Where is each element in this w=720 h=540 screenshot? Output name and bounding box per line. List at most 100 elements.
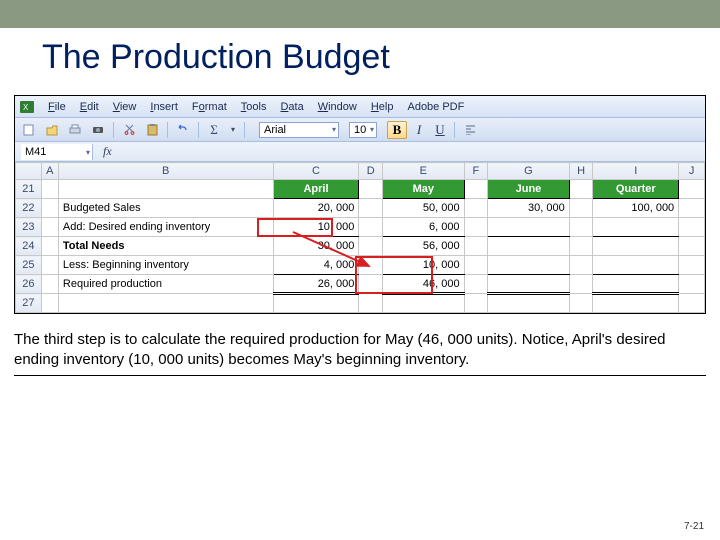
label-required-prod[interactable]: Required production <box>58 275 273 294</box>
col-J[interactable]: J <box>679 163 705 180</box>
rowh-21[interactable]: 21 <box>16 180 42 199</box>
val-june-beg[interactable] <box>488 256 570 275</box>
cell-A21[interactable] <box>41 180 58 199</box>
rowh-26[interactable]: 26 <box>16 275 42 294</box>
cell-H26[interactable] <box>569 275 593 294</box>
cell-E27[interactable] <box>383 294 465 313</box>
cell-H23[interactable] <box>569 218 593 237</box>
cell-F23[interactable] <box>464 218 488 237</box>
align-left-icon[interactable] <box>460 121 480 139</box>
val-april-beg[interactable]: 4, 000 <box>273 256 359 275</box>
cell-F26[interactable] <box>464 275 488 294</box>
rowh-24[interactable]: 24 <box>16 237 42 256</box>
cell-G27[interactable] <box>488 294 570 313</box>
cell-H24[interactable] <box>569 237 593 256</box>
cell-J24[interactable] <box>679 237 705 256</box>
val-april-ending[interactable]: 10, 000 <box>273 218 359 237</box>
cell-C27[interactable] <box>273 294 359 313</box>
cell-H22[interactable] <box>569 199 593 218</box>
cell-A26[interactable] <box>41 275 58 294</box>
label-budgeted-sales[interactable]: Budgeted Sales <box>58 199 273 218</box>
cell-F22[interactable] <box>464 199 488 218</box>
val-quarter-sales[interactable]: 100, 000 <box>593 199 679 218</box>
paste-icon[interactable] <box>142 121 162 139</box>
cell-I27[interactable] <box>593 294 679 313</box>
menu-format[interactable]: Format <box>185 101 234 113</box>
cell-J23[interactable] <box>679 218 705 237</box>
col-G[interactable]: G <box>488 163 570 180</box>
cut-icon[interactable] <box>119 121 139 139</box>
col-E[interactable]: E <box>383 163 465 180</box>
header-april[interactable]: April <box>273 180 359 199</box>
italic-button[interactable]: I <box>410 122 428 138</box>
cell-J21[interactable] <box>679 180 705 199</box>
rowh-23[interactable]: 23 <box>16 218 42 237</box>
menu-window[interactable]: Window <box>311 101 364 113</box>
new-icon[interactable] <box>19 121 39 139</box>
menu-tools[interactable]: Tools <box>234 101 274 113</box>
autosum-dropdown-icon[interactable]: ▾ <box>227 121 239 139</box>
header-quarter[interactable]: Quarter <box>593 180 679 199</box>
rowh-25[interactable]: 25 <box>16 256 42 275</box>
cell-J22[interactable] <box>679 199 705 218</box>
header-june[interactable]: June <box>488 180 570 199</box>
rowh-22[interactable]: 22 <box>16 199 42 218</box>
menu-view[interactable]: View <box>106 101 144 113</box>
col-I[interactable]: I <box>593 163 679 180</box>
val-april-sales[interactable]: 20, 000 <box>273 199 359 218</box>
font-name-select[interactable]: Arial <box>259 122 339 138</box>
cell-A25[interactable] <box>41 256 58 275</box>
col-H[interactable]: H <box>569 163 593 180</box>
cell-D26[interactable] <box>359 275 383 294</box>
label-desired-ending[interactable]: Add: Desired ending inventory <box>58 218 273 237</box>
val-quarter-total[interactable] <box>593 237 679 256</box>
rowh-27[interactable]: 27 <box>16 294 42 313</box>
val-april-req[interactable]: 26, 000 <box>273 275 359 294</box>
cell-J27[interactable] <box>679 294 705 313</box>
cell-F27[interactable] <box>464 294 488 313</box>
open-icon[interactable] <box>42 121 62 139</box>
col-B[interactable]: B <box>58 163 273 180</box>
val-may-ending[interactable]: 6, 000 <box>383 218 465 237</box>
col-C[interactable]: C <box>273 163 359 180</box>
cell-J25[interactable] <box>679 256 705 275</box>
cell-B21[interactable] <box>58 180 273 199</box>
menu-help[interactable]: Help <box>364 101 401 113</box>
label-beg-inventory[interactable]: Less: Beginning inventory <box>58 256 273 275</box>
menu-edit[interactable]: Edit <box>73 101 106 113</box>
val-quarter-ending[interactable] <box>593 218 679 237</box>
col-D[interactable]: D <box>359 163 383 180</box>
val-june-sales[interactable]: 30, 000 <box>488 199 570 218</box>
val-quarter-beg[interactable] <box>593 256 679 275</box>
cell-A27[interactable] <box>41 294 58 313</box>
undo-icon[interactable] <box>173 121 193 139</box>
bold-button[interactable]: B <box>387 121 407 139</box>
font-size-select[interactable]: 10 <box>349 122 377 138</box>
val-june-ending[interactable] <box>488 218 570 237</box>
cell-F24[interactable] <box>464 237 488 256</box>
print-icon[interactable] <box>65 121 85 139</box>
col-F[interactable]: F <box>464 163 488 180</box>
cell-F21[interactable] <box>464 180 488 199</box>
cell-H21[interactable] <box>569 180 593 199</box>
cell-D27[interactable] <box>359 294 383 313</box>
cell-H25[interactable] <box>569 256 593 275</box>
val-may-total[interactable]: 56, 000 <box>383 237 465 256</box>
col-A[interactable]: A <box>41 163 58 180</box>
header-may[interactable]: May <box>383 180 465 199</box>
val-june-total[interactable] <box>488 237 570 256</box>
cell-D24[interactable] <box>359 237 383 256</box>
fx-icon[interactable]: fx <box>97 144 118 159</box>
val-june-req[interactable] <box>488 275 570 294</box>
val-may-req[interactable]: 46, 000 <box>383 275 465 294</box>
underline-button[interactable]: U <box>431 122 449 138</box>
menu-file[interactable]: File <box>41 101 73 113</box>
cell-J26[interactable] <box>679 275 705 294</box>
menu-insert[interactable]: Insert <box>143 101 185 113</box>
camera-icon[interactable] <box>88 121 108 139</box>
cell-A23[interactable] <box>41 218 58 237</box>
cell-D21[interactable] <box>359 180 383 199</box>
val-quarter-req[interactable] <box>593 275 679 294</box>
menu-data[interactable]: Data <box>273 101 310 113</box>
select-all-corner[interactable] <box>16 163 42 180</box>
